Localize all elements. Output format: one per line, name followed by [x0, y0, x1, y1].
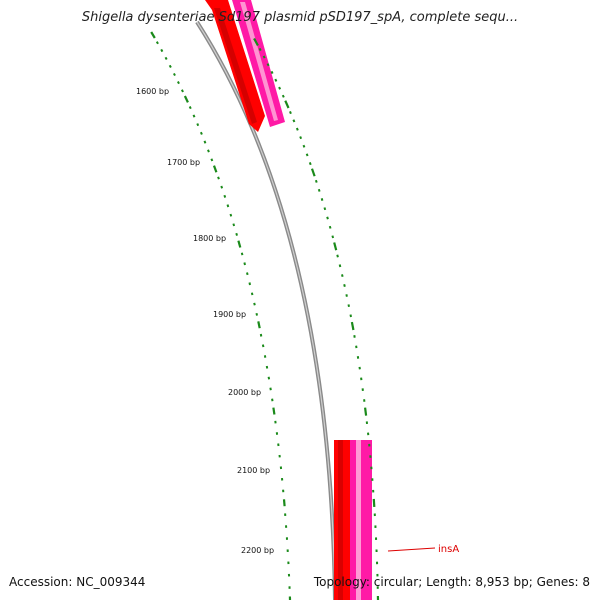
inner-scale-minor-tick	[211, 159, 212, 161]
inner-scale-major-tick	[185, 96, 188, 102]
inner-scale-minor-tick	[166, 57, 167, 59]
inner-scale-minor-tick	[254, 303, 255, 305]
inner-scale-major-tick	[214, 166, 216, 173]
outer-scale-minor-tick	[316, 180, 317, 182]
inner-scale-minor-tick	[263, 345, 264, 348]
outer-scale-minor-tick	[342, 274, 343, 276]
inner-scale-minor-tick	[233, 224, 234, 226]
outer-scale-minor-tick	[330, 226, 331, 228]
outer-scale-minor-tick	[307, 154, 308, 156]
scale-label-1900: 1900 bp	[213, 310, 246, 319]
outer-scale-minor-tick	[290, 111, 291, 113]
inner-scale-minor-tick	[197, 124, 198, 126]
inner-scale-minor-tick	[218, 177, 219, 179]
inner-scale-minor-tick	[242, 253, 243, 255]
inner-scale-major-tick	[284, 499, 285, 506]
outer-scale-minor-tick	[297, 128, 298, 130]
inner-scale-minor-tick	[170, 65, 171, 67]
inner-scale-minor-tick	[178, 82, 179, 84]
outer-scale-minor-tick	[332, 236, 333, 238]
inner-scale-minor-tick	[269, 377, 270, 380]
outer-scale-minor-tick	[344, 284, 345, 286]
outer-scale-major-tick	[285, 101, 288, 108]
accession-text: Accession: NC_009344	[9, 575, 145, 589]
scale-label-1600: 1600 bp	[136, 87, 169, 96]
scale-label-2200: 2200 bp	[241, 546, 274, 555]
outer-scale-minor-tick	[272, 71, 273, 73]
topology-summary: Topology: circular; Length: 8,953 bp; Ge…	[314, 575, 590, 589]
scale-label-2100: 2100 bp	[237, 466, 270, 475]
scale-label-1800: 1800 bp	[193, 234, 226, 243]
outer-scale-minor-tick	[300, 137, 301, 139]
insa-leader-line	[388, 548, 435, 551]
outer-scale-minor-tick	[279, 87, 280, 89]
inner-scale-minor-tick	[182, 90, 183, 92]
inner-scale-minor-tick	[205, 141, 206, 143]
outer-scale-major-tick	[312, 169, 315, 177]
outer-scale-minor-tick	[351, 315, 352, 317]
outer-scale-minor-tick	[340, 265, 341, 268]
insa-label: insA	[438, 544, 459, 555]
scale-label-1700: 1700 bp	[167, 158, 200, 167]
outer-scale-minor-tick	[268, 64, 269, 66]
inner-scale-minor-tick	[174, 73, 175, 75]
inner-scale-major-tick	[273, 408, 274, 415]
scale-labels: 1600 bp 1700 bp 1800 bp 1900 bp 2000 bp …	[136, 87, 274, 555]
inner-scale-minor-tick	[252, 293, 253, 295]
inner-scale-minor-tick	[231, 214, 232, 216]
inner-scale-minor-tick	[221, 186, 222, 188]
inner-scale-minor-tick	[236, 233, 237, 235]
inner-scale-minor-tick	[194, 115, 195, 117]
outer-scale-major-tick	[352, 322, 354, 330]
inner-scale-minor-tick	[157, 42, 158, 44]
outer-scale-minor-tick	[264, 56, 265, 58]
inner-scale-minor-tick	[161, 49, 162, 51]
inner-scale-minor-tick	[244, 263, 245, 266]
outer-scale-minor-tick	[346, 294, 347, 296]
outer-scale-minor-tick	[319, 189, 320, 191]
outer-scale-minor-tick	[322, 198, 323, 200]
inner-scale-minor-tick	[247, 273, 248, 275]
inner-scale-major-tick	[258, 321, 259, 328]
outer-scale-major-tick	[334, 243, 336, 251]
outer-scale-minor-tick	[310, 162, 311, 164]
outer-scale-minor-tick	[283, 95, 284, 97]
outer-scale-minor-tick	[327, 217, 328, 219]
inner-scale-minor-tick	[261, 334, 262, 337]
outer-scale-minor-tick	[304, 145, 305, 147]
inner-scale-major-tick	[151, 32, 155, 38]
inner-scale-minor-tick	[201, 132, 202, 134]
map-title: Shigella dysenteriae Sd197 plasmid pSD19…	[0, 10, 600, 25]
inner-scale-minor-tick	[257, 313, 258, 315]
inner-scale-minor-tick	[224, 195, 225, 197]
inner-scale-major-tick	[238, 241, 240, 248]
outer-scale-minor-tick	[325, 208, 326, 210]
inner-scale-minor-tick	[228, 205, 229, 207]
inner-scale-minor-tick	[190, 107, 191, 109]
outer-scale-minor-tick	[275, 79, 276, 81]
outer-scale-minor-tick	[293, 120, 294, 122]
outer-scale-minor-tick	[337, 255, 338, 257]
inner-scale-minor-tick	[250, 283, 251, 286]
outer-scale-major-tick	[374, 499, 375, 507]
outer-scale-minor-tick	[260, 48, 261, 50]
inner-scale-minor-tick	[208, 150, 209, 152]
scale-label-2000: 2000 bp	[228, 388, 261, 397]
outer-scale-minor-tick	[349, 304, 350, 306]
outer-scale-major-tick	[365, 408, 366, 416]
